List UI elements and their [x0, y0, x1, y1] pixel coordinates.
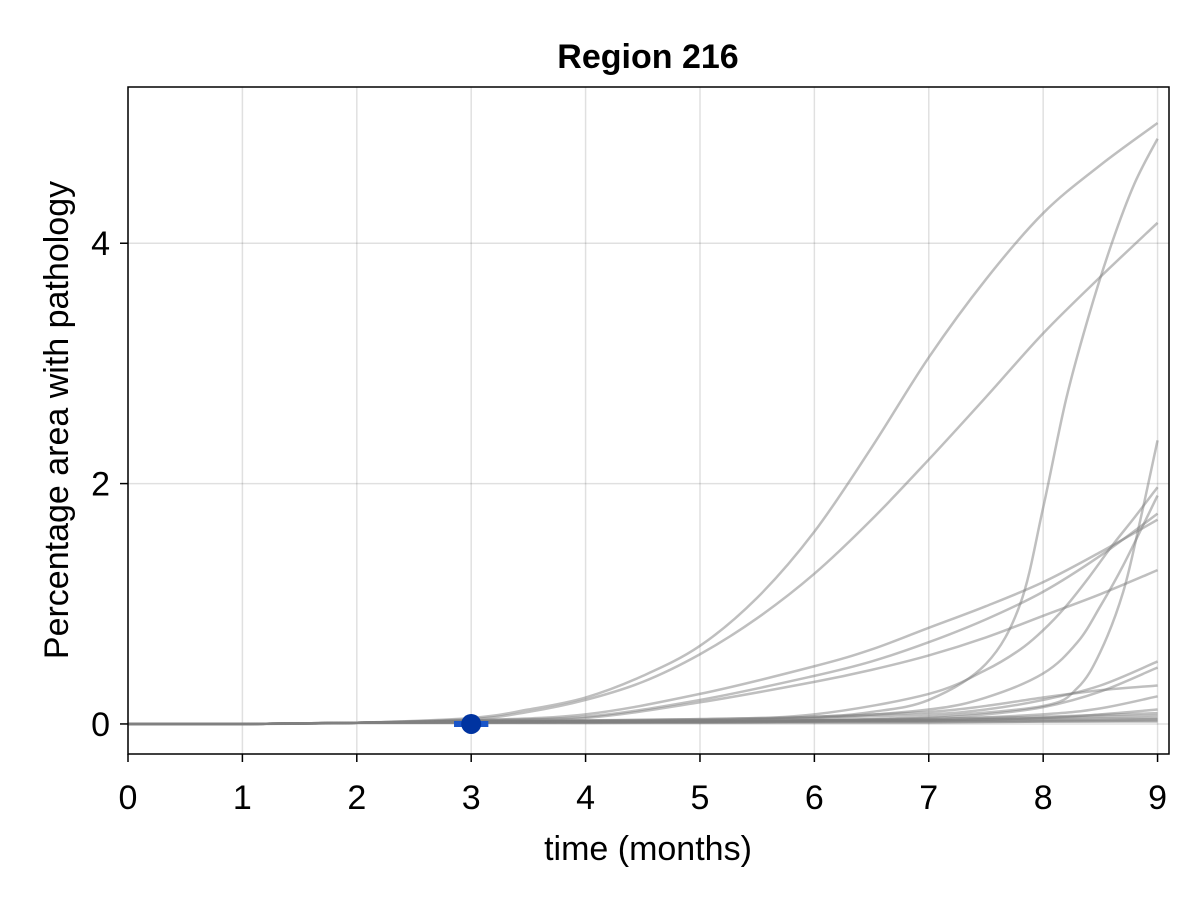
observation-point [461, 713, 482, 734]
y-tick-label: 4 [91, 225, 110, 263]
series-line-20 [127, 720, 1158, 726]
x-tick-label: 5 [691, 779, 710, 817]
x-tick-label: 6 [805, 779, 824, 817]
y-tick-label: 2 [91, 466, 110, 504]
x-tick-label: 4 [576, 779, 595, 817]
series-line-1 [127, 122, 1159, 726]
x-tick-label: 2 [347, 779, 366, 817]
x-tick-label: 0 [119, 779, 138, 817]
x-tick-label: 3 [462, 779, 481, 817]
x-tick-label: 1 [233, 779, 252, 817]
x-tick-label: 8 [1034, 779, 1053, 817]
series-line-6 [127, 568, 1159, 726]
observation-layer [454, 713, 489, 734]
y-axis-ticks: 0 2 4 [91, 225, 128, 744]
series-line-8 [127, 495, 1159, 726]
y-axis-label: Percentage area with pathology [38, 181, 76, 659]
plot-frame [127, 86, 1170, 755]
series-layer [127, 122, 1159, 726]
series-line-7 [127, 486, 1159, 726]
series-line-2 [127, 221, 1159, 726]
chart-title: Region 216 [557, 38, 738, 76]
x-tick-label: 9 [1148, 779, 1167, 817]
x-axis-ticks: 0 1 2 3 4 5 6 7 8 9 [119, 754, 1167, 817]
x-tick-label: 7 [919, 779, 938, 817]
y-tick-label: 0 [91, 706, 110, 744]
series-line-3 [127, 138, 1159, 726]
x-axis-label: time (months) [544, 830, 752, 868]
series-line-4 [127, 518, 1159, 726]
